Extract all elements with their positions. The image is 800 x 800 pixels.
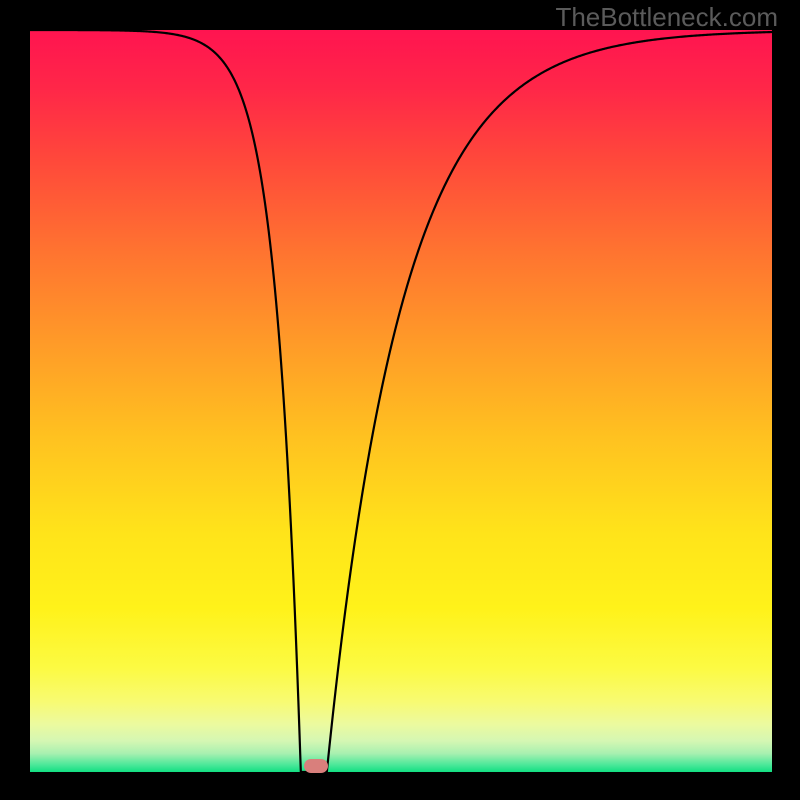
valley-marker <box>304 759 328 773</box>
bottleneck-curve <box>0 0 800 800</box>
watermark-text: TheBottleneck.com <box>555 2 778 33</box>
chart-root: TheBottleneck.com <box>0 0 800 800</box>
